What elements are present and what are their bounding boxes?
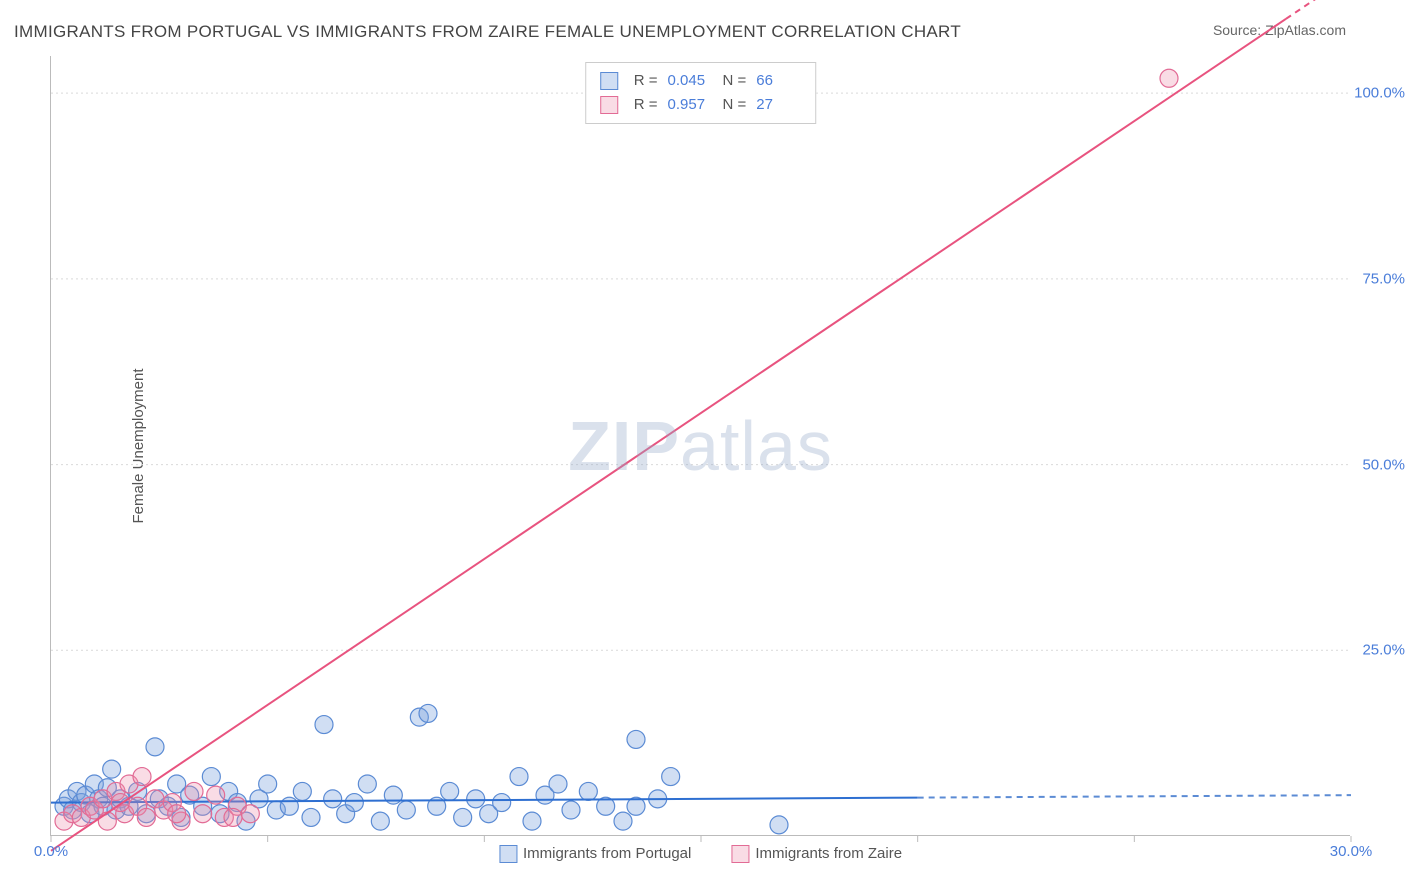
x-legend-item-zaire: Immigrants from Zaire (731, 845, 902, 863)
x-tick-label: 0.0% (34, 843, 68, 860)
y-tick-label: 25.0% (1362, 642, 1405, 659)
legend-row-zaire: R = 0.957 N = 27 (600, 93, 802, 117)
swatch-zaire (600, 96, 618, 114)
x-axis-legend: Immigrants from Portugal Immigrants from… (499, 845, 902, 863)
swatch-portugal (600, 72, 618, 90)
chart-title: IMMIGRANTS FROM PORTUGAL VS IMMIGRANTS F… (14, 22, 961, 42)
plot-area: Female Unemployment ZIPatlas R = 0.045 N… (50, 56, 1350, 836)
swatch-portugal-icon (499, 845, 517, 863)
y-tick-label: 100.0% (1354, 85, 1405, 102)
y-tick-label: 50.0% (1362, 456, 1405, 473)
swatch-zaire-icon (731, 845, 749, 863)
x-legend-item-portugal: Immigrants from Portugal (499, 845, 691, 863)
x-tick-label: 30.0% (1330, 843, 1373, 860)
stats-legend: R = 0.045 N = 66 R = 0.957 N = 27 (585, 62, 817, 124)
chart-svg (51, 56, 1350, 835)
y-tick-label: 75.0% (1362, 270, 1405, 287)
legend-row-portugal: R = 0.045 N = 66 (600, 69, 802, 93)
